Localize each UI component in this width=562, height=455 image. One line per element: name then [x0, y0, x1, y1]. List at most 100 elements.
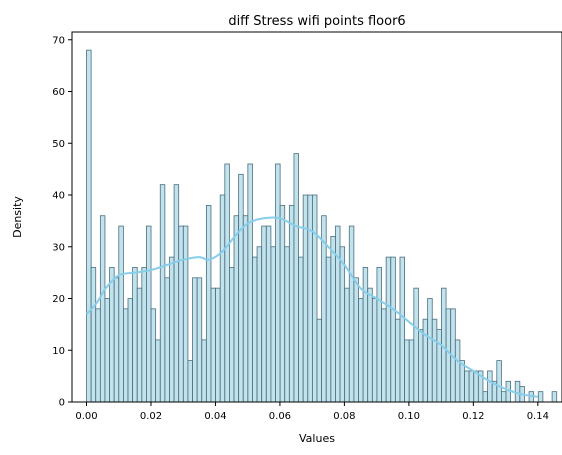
y-tick-label: 20	[52, 294, 65, 305]
kde-curve	[85, 216, 538, 398]
histogram-bar	[390, 256, 396, 403]
x-tick-label: 0.08	[333, 411, 355, 422]
histogram-bar	[284, 246, 290, 403]
histogram-bar	[335, 225, 341, 403]
histogram-bar	[330, 236, 336, 403]
histogram-bar	[252, 256, 258, 403]
histogram-bar	[247, 163, 253, 403]
histogram-bar	[454, 339, 461, 403]
histogram-bar	[233, 215, 240, 403]
histogram-bar	[436, 329, 442, 403]
histogram-bar	[339, 246, 346, 403]
histogram-bar	[132, 267, 138, 403]
histogram-bar	[404, 339, 410, 403]
histogram-bar	[187, 360, 193, 403]
histogram-bar	[385, 256, 392, 403]
histogram-bar	[270, 246, 276, 403]
plot-frame	[71, 31, 562, 403]
histogram-bar	[192, 277, 198, 403]
chart-title: diff Stress wifi points floor6	[228, 14, 405, 29]
histogram-bar	[146, 225, 152, 403]
x-axis-ticks: 0.00 0.02 0.04 0.06 0.08 0.10 0.12 0.14	[75, 402, 549, 422]
histogram-bar	[288, 204, 295, 403]
histogram-bar	[141, 267, 147, 403]
histogram-bar	[238, 173, 244, 403]
x-tick-label: 0.10	[398, 411, 420, 422]
histogram-bar	[399, 256, 405, 403]
histogram-bar	[298, 256, 304, 403]
histogram-bar	[109, 267, 115, 403]
histogram-bar	[242, 215, 249, 403]
histogram-bar	[201, 339, 207, 403]
histogram-bar	[496, 360, 502, 403]
histogram-bar	[422, 318, 429, 403]
histogram-bar	[178, 225, 184, 403]
histogram-bar	[367, 287, 373, 403]
histogram-bar	[293, 153, 299, 403]
x-tick-label: 0.00	[75, 411, 97, 422]
x-axis-label: Values	[299, 432, 335, 445]
histogram-bar	[551, 391, 558, 403]
histogram-bar	[90, 267, 97, 403]
histogram-bar	[229, 267, 235, 403]
histogram-bars	[86, 49, 558, 403]
histogram-bar	[394, 318, 401, 403]
histogram-bar	[210, 287, 216, 403]
y-tick-label: 10	[52, 346, 65, 357]
histogram-bar	[537, 391, 544, 403]
histogram-bar	[279, 204, 286, 403]
histogram-bar	[99, 215, 106, 403]
histogram-bar	[487, 370, 493, 403]
x-tick-label: 0.06	[269, 411, 291, 422]
y-tick-label: 0	[59, 398, 65, 409]
histogram-bar	[219, 194, 226, 403]
histogram-bar	[173, 184, 180, 403]
histogram-bar	[358, 298, 364, 403]
histogram-bar	[95, 308, 101, 403]
histogram-bar	[86, 49, 92, 403]
y-tick-label: 30	[52, 242, 65, 253]
histogram-bar	[413, 287, 419, 403]
y-axis-label: Density	[11, 196, 24, 238]
histogram-bar	[113, 277, 120, 403]
x-tick-label: 0.04	[204, 411, 226, 422]
histogram-bar	[376, 267, 382, 403]
y-tick-label: 60	[52, 87, 65, 98]
histogram-bar	[325, 256, 332, 403]
histogram-bar	[265, 225, 272, 403]
histogram-bar	[348, 225, 355, 403]
x-tick-label: 0.12	[462, 411, 484, 422]
histogram-bar	[431, 318, 438, 403]
histogram-bar	[316, 318, 323, 403]
histogram-bar	[418, 329, 424, 403]
y-tick-label: 70	[52, 35, 65, 46]
histogram-bar	[122, 308, 129, 403]
y-tick-label: 40	[52, 191, 65, 202]
y-tick-label: 50	[52, 139, 65, 150]
histogram-bar	[427, 298, 433, 403]
histogram-bar	[482, 391, 488, 403]
x-tick-label: 0.02	[140, 411, 162, 422]
x-tick-label: 0.14	[527, 411, 549, 422]
histogram-bar	[159, 184, 166, 403]
histogram-bar	[275, 163, 281, 403]
histogram-bar	[182, 225, 189, 403]
histogram-bar	[205, 204, 212, 403]
histogram-bar	[224, 163, 230, 403]
histogram-bar	[155, 339, 161, 403]
histogram-bar	[118, 225, 124, 403]
histogram-bar	[371, 298, 378, 403]
histogram-bar	[150, 308, 157, 403]
histogram-bar	[353, 277, 359, 403]
histogram-bar	[196, 277, 203, 403]
histogram-bar	[362, 267, 369, 403]
histogram-bar	[500, 391, 507, 403]
histogram-bar	[473, 370, 479, 403]
histogram-bar	[459, 360, 465, 403]
histogram-bar	[408, 339, 415, 403]
histogram-bar	[468, 370, 475, 403]
histogram-bar	[104, 298, 110, 403]
y-axis-ticks: 0 10 20 30 40 50 60 70	[52, 35, 72, 409]
histogram-bar	[256, 246, 263, 403]
